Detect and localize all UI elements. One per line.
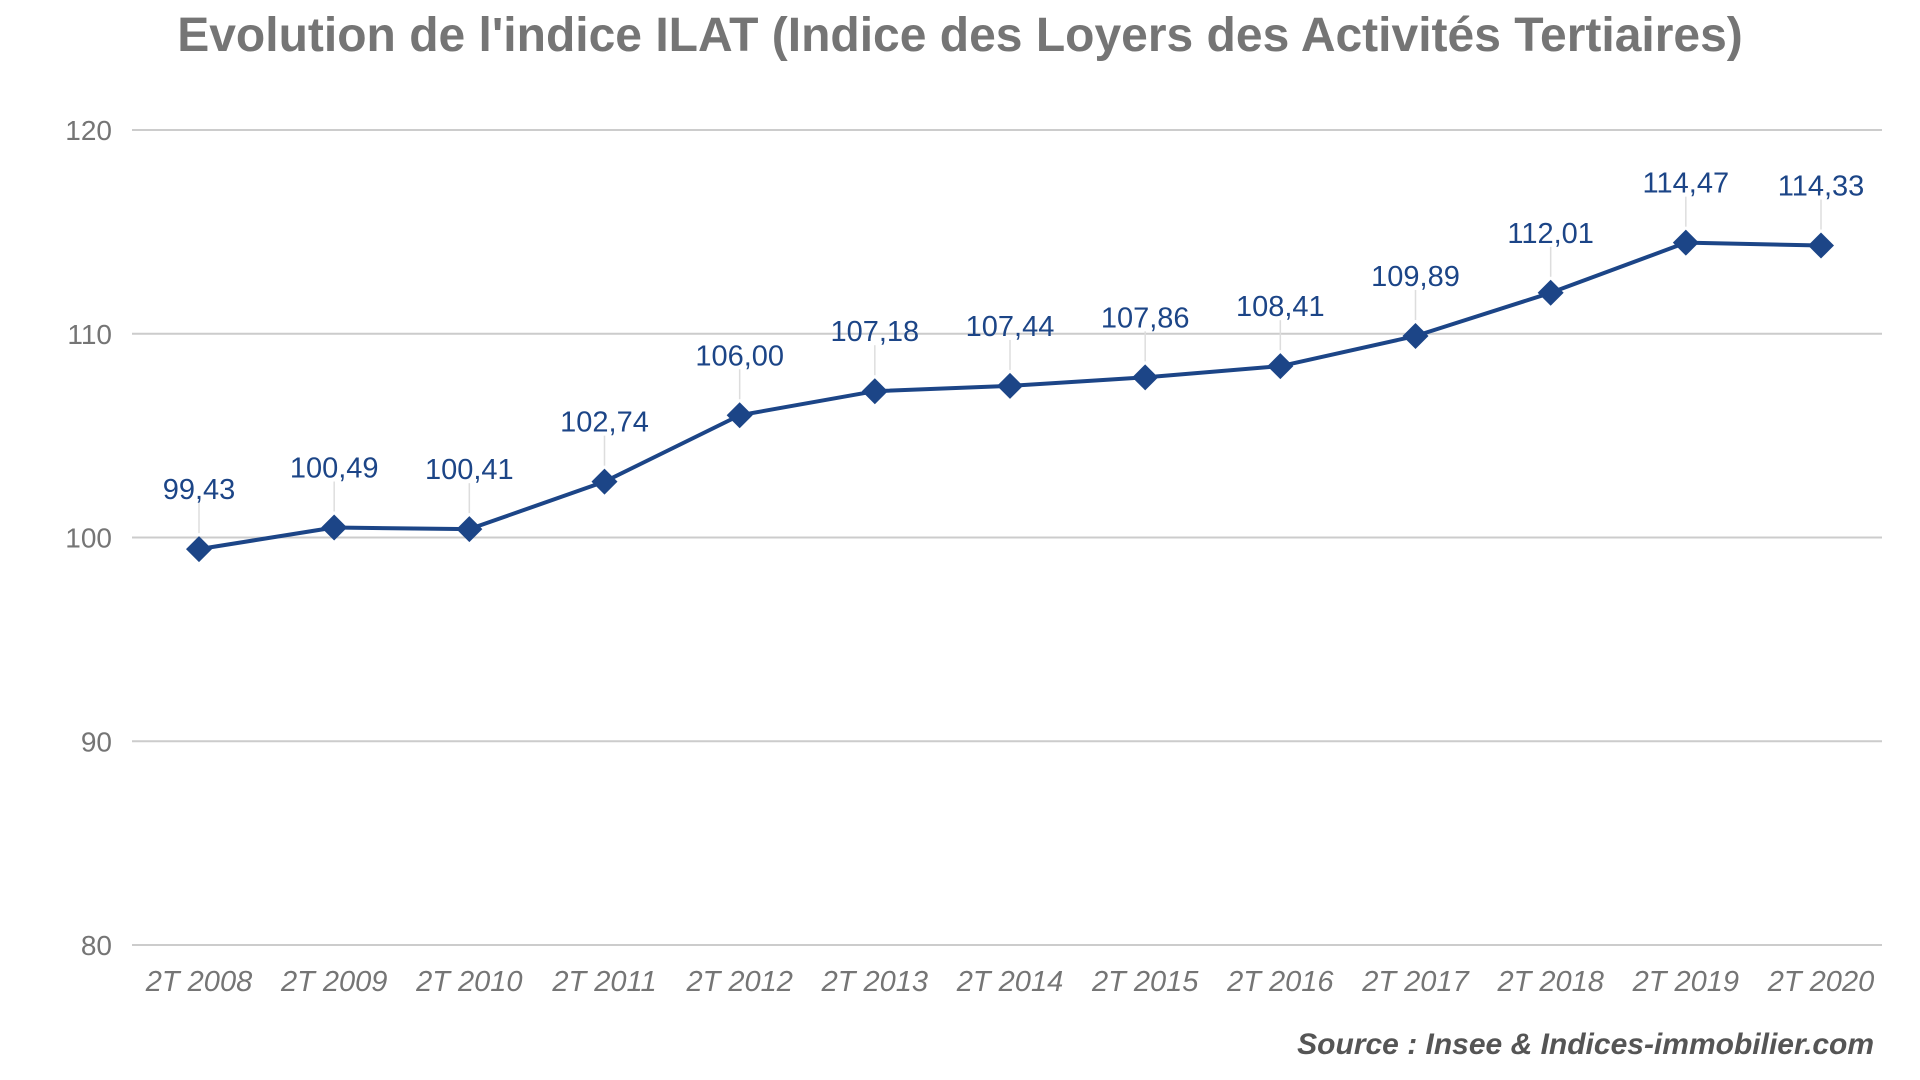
- x-tick-label: 2T 2019: [1632, 966, 1739, 998]
- data-labels: 99,43 100,49 100,41 102,74 106,00 107,18 107,4…: [163, 168, 1865, 506]
- y-tick-label: 110: [67, 319, 112, 350]
- data-label-leaders: [198, 196, 1822, 534]
- source-annotation: Source : Insee & Indices-immobilier.com: [1297, 1028, 1874, 1061]
- grid-lines: [132, 129, 1882, 946]
- x-tick-label: 2T 2015: [1091, 966, 1199, 998]
- y-tick-label: 120: [65, 115, 112, 146]
- x-tick-label: 2T 2009: [280, 966, 387, 998]
- data-label: 114,33: [1778, 171, 1865, 203]
- data-point-marker: [1132, 364, 1159, 391]
- data-point-marker: [1672, 229, 1699, 256]
- x-tick-label: 2T 2011: [551, 966, 656, 998]
- x-tick-label: 2T 2014: [956, 966, 1063, 998]
- data-label: 108,41: [1236, 291, 1325, 323]
- x-tick-label: 2T 2013: [821, 966, 928, 998]
- x-tick-label: 2T 2008: [145, 966, 252, 998]
- data-point-marker: [1537, 279, 1564, 306]
- data-point-marker: [861, 378, 888, 405]
- data-point-marker: [1808, 232, 1834, 259]
- chart-title: Evolution de l'indice ILAT (Indice des L…: [177, 9, 1743, 62]
- data-point-marker: [1402, 322, 1429, 349]
- data-point-marker: [456, 516, 483, 543]
- data-label: 100,49: [290, 453, 379, 485]
- x-tick-label: 2T 2020: [1767, 966, 1874, 998]
- y-tick-label: 100: [65, 523, 112, 554]
- x-axis-ticks: 2T 2008 2T 2009 2T 2010 2T 2011 2T 2012 2T 20…: [145, 966, 1874, 998]
- data-point-marker: [591, 468, 618, 495]
- data-label: 112,01: [1507, 218, 1594, 250]
- y-tick-label: 80: [81, 930, 112, 961]
- data-label: 109,89: [1371, 261, 1460, 293]
- x-tick-label: 2T 2018: [1496, 966, 1603, 998]
- data-label: 100,41: [425, 454, 514, 486]
- data-point-marker: [321, 514, 348, 541]
- x-tick-label: 2T 2012: [685, 966, 792, 998]
- data-point-marker: [1267, 353, 1294, 380]
- x-tick-label: 2T 2017: [1361, 966, 1470, 998]
- data-label: 107,18: [830, 316, 919, 348]
- data-label: 107,86: [1101, 302, 1190, 334]
- data-label: 107,44: [966, 311, 1055, 343]
- x-tick-label: 2T 2016: [1226, 966, 1334, 998]
- data-label: 106,00: [695, 340, 784, 372]
- data-point-markers: [186, 229, 1834, 563]
- data-point-marker: [186, 536, 212, 563]
- y-tick-label: 90: [81, 726, 112, 757]
- data-point-marker: [726, 402, 753, 429]
- data-point-marker: [997, 372, 1023, 399]
- y-axis-ticks: 80 90 100 110 120: [65, 115, 112, 961]
- data-label: 114,47: [1643, 168, 1730, 200]
- data-label: 99,43: [163, 474, 236, 506]
- data-label: 102,74: [560, 407, 649, 439]
- x-tick-label: 2T 2010: [415, 966, 522, 998]
